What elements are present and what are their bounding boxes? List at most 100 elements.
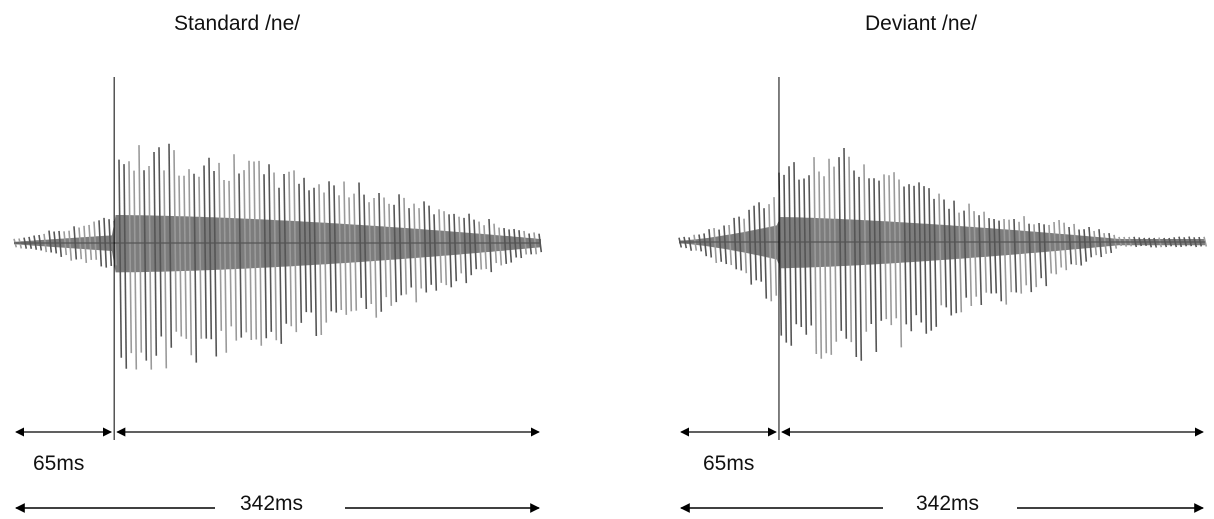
waveform-stroke: [278, 187, 283, 344]
waveform-stroke: [183, 175, 188, 339]
waveform-stroke: [1008, 219, 1013, 293]
waveform-stroke: [748, 209, 753, 285]
waveform-stroke: [508, 229, 513, 263]
waveform-stroke: [1003, 218, 1008, 305]
waveform-stroke: [123, 164, 128, 369]
waveform-stroke: [468, 213, 473, 276]
waveform-stroke: [433, 214, 438, 291]
waveform-stroke: [1083, 229, 1088, 262]
waveform-stroke: [198, 176, 203, 339]
waveform-stroke: [463, 217, 468, 284]
waveform-stroke: [253, 161, 258, 340]
waveform-stroke: [853, 170, 858, 358]
waveform-stroke: [453, 213, 458, 282]
waveform-stroke: [768, 204, 773, 302]
waveform-stroke: [763, 208, 768, 299]
waveform-stroke: [213, 170, 218, 357]
waveform-stroke: [283, 173, 288, 324]
waveform-stroke: [818, 171, 823, 359]
waveform-stroke: [133, 170, 138, 370]
waveform-stroke: [248, 160, 253, 341]
waveform-stroke: [313, 187, 318, 337]
waveform-stroke: [1043, 224, 1048, 287]
waveform-stroke: [173, 150, 178, 332]
waveform-stroke: [973, 211, 978, 297]
waveform-stroke: [358, 182, 363, 298]
waveform-stroke: [408, 208, 413, 288]
waveform-stroke: [903, 186, 908, 325]
waveform-stroke: [713, 228, 718, 264]
standard-title: Standard /ne/: [174, 12, 301, 35]
waveform-stroke: [703, 233, 708, 257]
waveform-stroke: [723, 225, 728, 265]
waveform-stroke: [93, 221, 98, 260]
waveform-stroke: [923, 186, 928, 334]
waveform-stroke: [838, 157, 843, 331]
deviant-onset-label: 65ms: [703, 452, 755, 475]
waveform-stroke: [223, 179, 228, 353]
waveform-stroke: [258, 160, 263, 346]
waveform-stroke: [943, 199, 948, 308]
waveform-stroke: [1073, 223, 1078, 265]
standard-total-label: 342ms: [240, 492, 304, 515]
waveform-stroke: [878, 180, 883, 321]
waveform-stroke: [798, 179, 803, 328]
standard-waveform: [13, 77, 543, 513]
deviant-panel: Deviant /ne/ 65ms 342ms: [665, 0, 1214, 519]
waveform-stroke: [348, 197, 353, 312]
waveform-stroke: [893, 172, 898, 319]
waveform-stroke: [718, 229, 723, 262]
waveform-stroke: [958, 212, 963, 313]
waveform-stroke: [1058, 219, 1063, 268]
waveform-stroke: [208, 157, 213, 340]
waveform-stroke: [788, 166, 793, 346]
waveform-stroke: [678, 237, 683, 248]
waveform-stroke: [423, 201, 428, 293]
waveform-trace: [678, 147, 1208, 361]
waveform-stroke: [58, 230, 63, 257]
waveform-stroke: [1098, 229, 1103, 258]
waveform-stroke: [1153, 237, 1158, 248]
waveform-stroke: [1078, 229, 1083, 266]
waveform-stroke: [938, 193, 943, 306]
waveform-stroke: [343, 181, 348, 315]
deviant-waveform: [678, 77, 1208, 513]
waveform-stroke: [323, 192, 328, 323]
waveform-stroke: [398, 194, 403, 296]
waveform-stroke: [503, 228, 508, 264]
waveform-stroke: [828, 158, 833, 355]
waveform-stroke: [353, 193, 358, 311]
waveform-stroke: [483, 225, 488, 270]
waveform-stroke: [178, 175, 183, 337]
waveform-stroke: [143, 170, 148, 361]
waveform-stroke: [898, 179, 903, 348]
waveform-stroke: [193, 173, 198, 363]
waveform-stroke: [868, 178, 873, 325]
waveform-stroke: [1053, 221, 1058, 275]
waveform-stroke: [373, 197, 378, 318]
waveform-stroke: [1063, 222, 1068, 271]
waveform-stroke: [228, 180, 233, 327]
waveform-stroke: [863, 164, 868, 332]
waveform-stroke: [728, 224, 733, 266]
waveform-stroke: [128, 161, 133, 354]
waveform-stroke: [913, 185, 918, 316]
waveform-stroke: [1038, 222, 1043, 279]
waveform-stroke: [388, 203, 393, 306]
waveform-stroke: [1023, 216, 1028, 286]
waveform-stroke: [1093, 230, 1098, 256]
waveform-stroke: [968, 203, 973, 307]
waveform-stroke: [993, 218, 998, 294]
waveform-stroke: [268, 164, 273, 332]
waveform-stroke: [188, 169, 193, 356]
waveform-stroke: [1103, 233, 1108, 254]
waveform-stroke: [888, 175, 893, 326]
waveform-stroke: [368, 202, 373, 305]
waveform-stroke: [698, 234, 703, 252]
waveform-stroke: [418, 208, 423, 289]
waveform-stroke: [773, 197, 778, 296]
waveform-stroke: [438, 209, 443, 283]
waveform-stroke: [998, 220, 1003, 302]
waveform-stroke: [743, 218, 748, 274]
waveform-stroke: [908, 184, 913, 332]
